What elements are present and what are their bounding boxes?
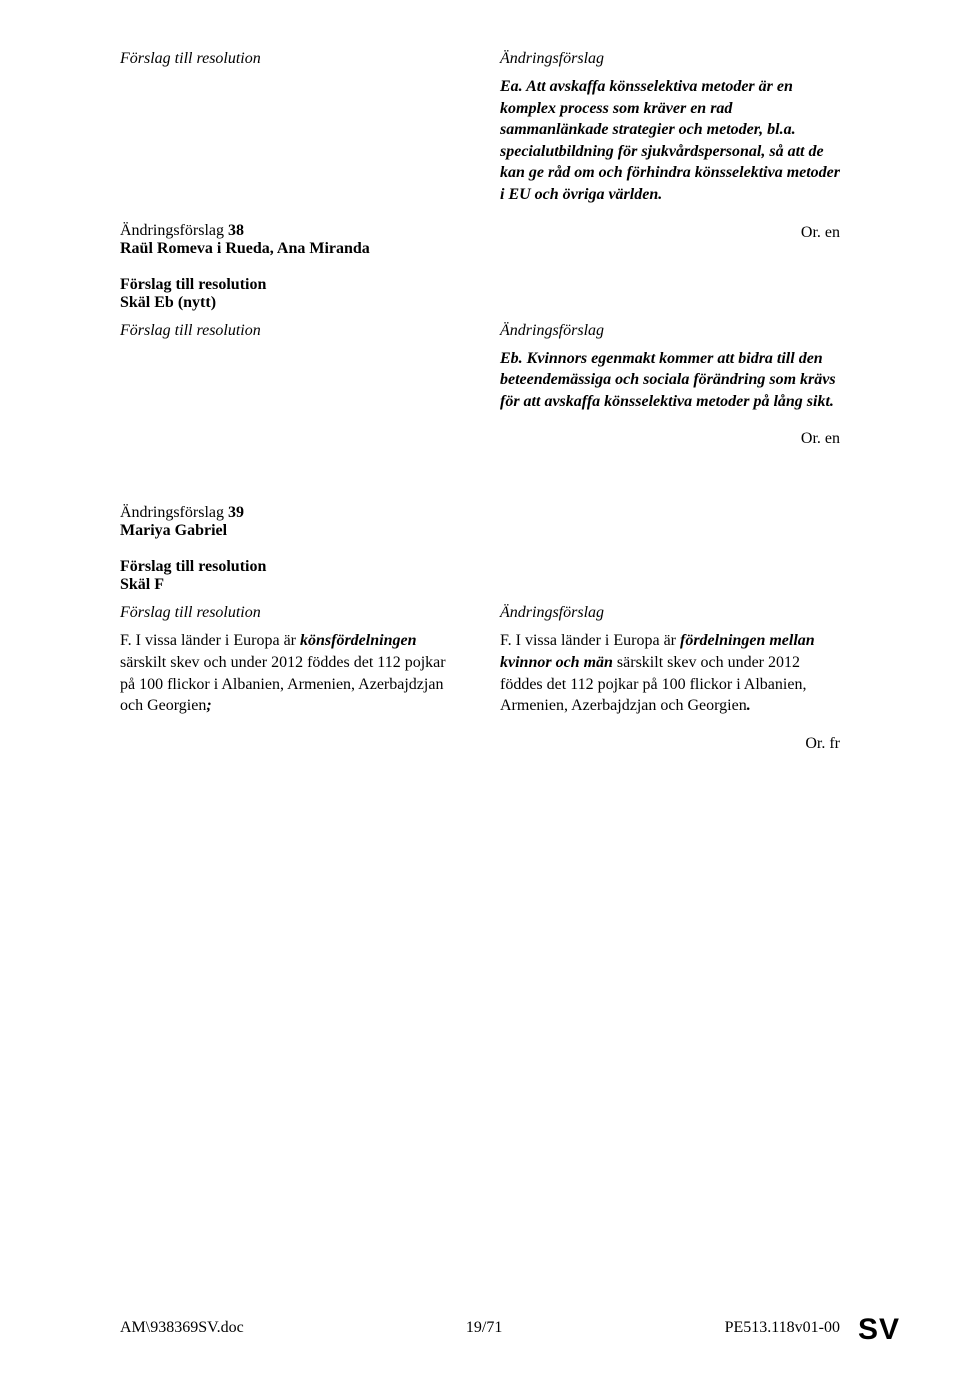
amend-word: Ändringsförslag xyxy=(120,222,228,239)
lang-indicator-38: Or. en xyxy=(120,430,840,448)
skal-f: Skäl F xyxy=(120,576,840,594)
right-prefix: F. I vissa länder i Europa är xyxy=(500,632,680,649)
amendment-38-authors: Raül Romeva i Rueda, Ana Miranda xyxy=(120,240,840,258)
left-column-38: Förslag till resolution xyxy=(120,322,460,413)
left-suffix: särskilt skev och under 2012 föddes det … xyxy=(120,654,446,714)
amendment-39-heading: Ändringsförslag 39 xyxy=(120,504,840,522)
document-page: Förslag till resolution Ändringsförslag … xyxy=(0,0,960,1375)
left-column: Förslag till resolution xyxy=(120,50,460,206)
amendment-37-columns: Förslag till resolution Ändringsförslag … xyxy=(120,50,840,206)
amend-word-39: Ändringsförslag xyxy=(120,504,228,521)
footer-left: AM\938369SV.doc xyxy=(120,1319,244,1337)
amendment-39-right-text: F. I vissa länder i Europa är fördelning… xyxy=(500,630,840,716)
skal-eb: Skäl Eb (nytt) xyxy=(120,294,840,312)
language-code: SV xyxy=(858,1313,900,1347)
amendment-39-columns: Förslag till resolution F. I vissa lände… xyxy=(120,604,840,716)
amendment-39-authors: Mariya Gabriel xyxy=(120,522,840,540)
right-dot: . xyxy=(747,697,751,714)
amendment-39-block: Ändringsförslag 39 Mariya Gabriel Försla… xyxy=(120,504,840,752)
left-column-39: Förslag till resolution F. I vissa lände… xyxy=(120,604,460,716)
right-column: Ändringsförslag Ea. Att avskaffa könssel… xyxy=(500,50,840,206)
right-column-39: Ändringsförslag F. I vissa länder i Euro… xyxy=(500,604,840,716)
right-column-38: Ändringsförslag Eb. Kvinnors egenmakt ko… xyxy=(500,322,840,413)
right-col-header-39: Ändringsförslag xyxy=(500,604,840,622)
amendment-38-block: Ändringsförslag 38 Raül Romeva i Rueda, … xyxy=(120,222,840,449)
resolution-label: Förslag till resolution xyxy=(120,276,840,294)
footer-center: 19/71 xyxy=(466,1319,502,1337)
amendment-38-text: Eb. Kvinnors egenmakt kommer att bidra t… xyxy=(500,348,840,413)
footer-right: PE513.118v01-00 xyxy=(725,1319,840,1337)
left-semicolon: ; xyxy=(206,697,211,714)
amendment-38-heading: Ändringsförslag 38 xyxy=(120,222,840,240)
amendment-37-text: Ea. Att avskaffa könsselektiva metoder ä… xyxy=(500,76,840,206)
left-prefix: F. I vissa länder i Europa är xyxy=(120,632,300,649)
lang-indicator-39: Or. fr xyxy=(120,735,840,753)
page-footer: AM\938369SV.doc 19/71 PE513.118v01-00 xyxy=(120,1319,840,1337)
left-column-header: Förslag till resolution xyxy=(120,50,460,68)
right-col-header-38: Ändringsförslag xyxy=(500,322,840,340)
resolution-label-39: Förslag till resolution xyxy=(120,558,840,576)
left-col-header-38: Förslag till resolution xyxy=(120,322,460,340)
amendment-39-left-text: F. I vissa länder i Europa är könsfördel… xyxy=(120,630,460,716)
amend-39-num: 39 xyxy=(228,504,244,521)
right-column-header: Ändringsförslag xyxy=(500,50,840,68)
left-em: könsfördelningen xyxy=(300,632,416,649)
amendment-38-columns: Förslag till resolution Ändringsförslag … xyxy=(120,322,840,413)
left-col-header-39: Förslag till resolution xyxy=(120,604,460,622)
amend-38-num: 38 xyxy=(228,222,244,239)
